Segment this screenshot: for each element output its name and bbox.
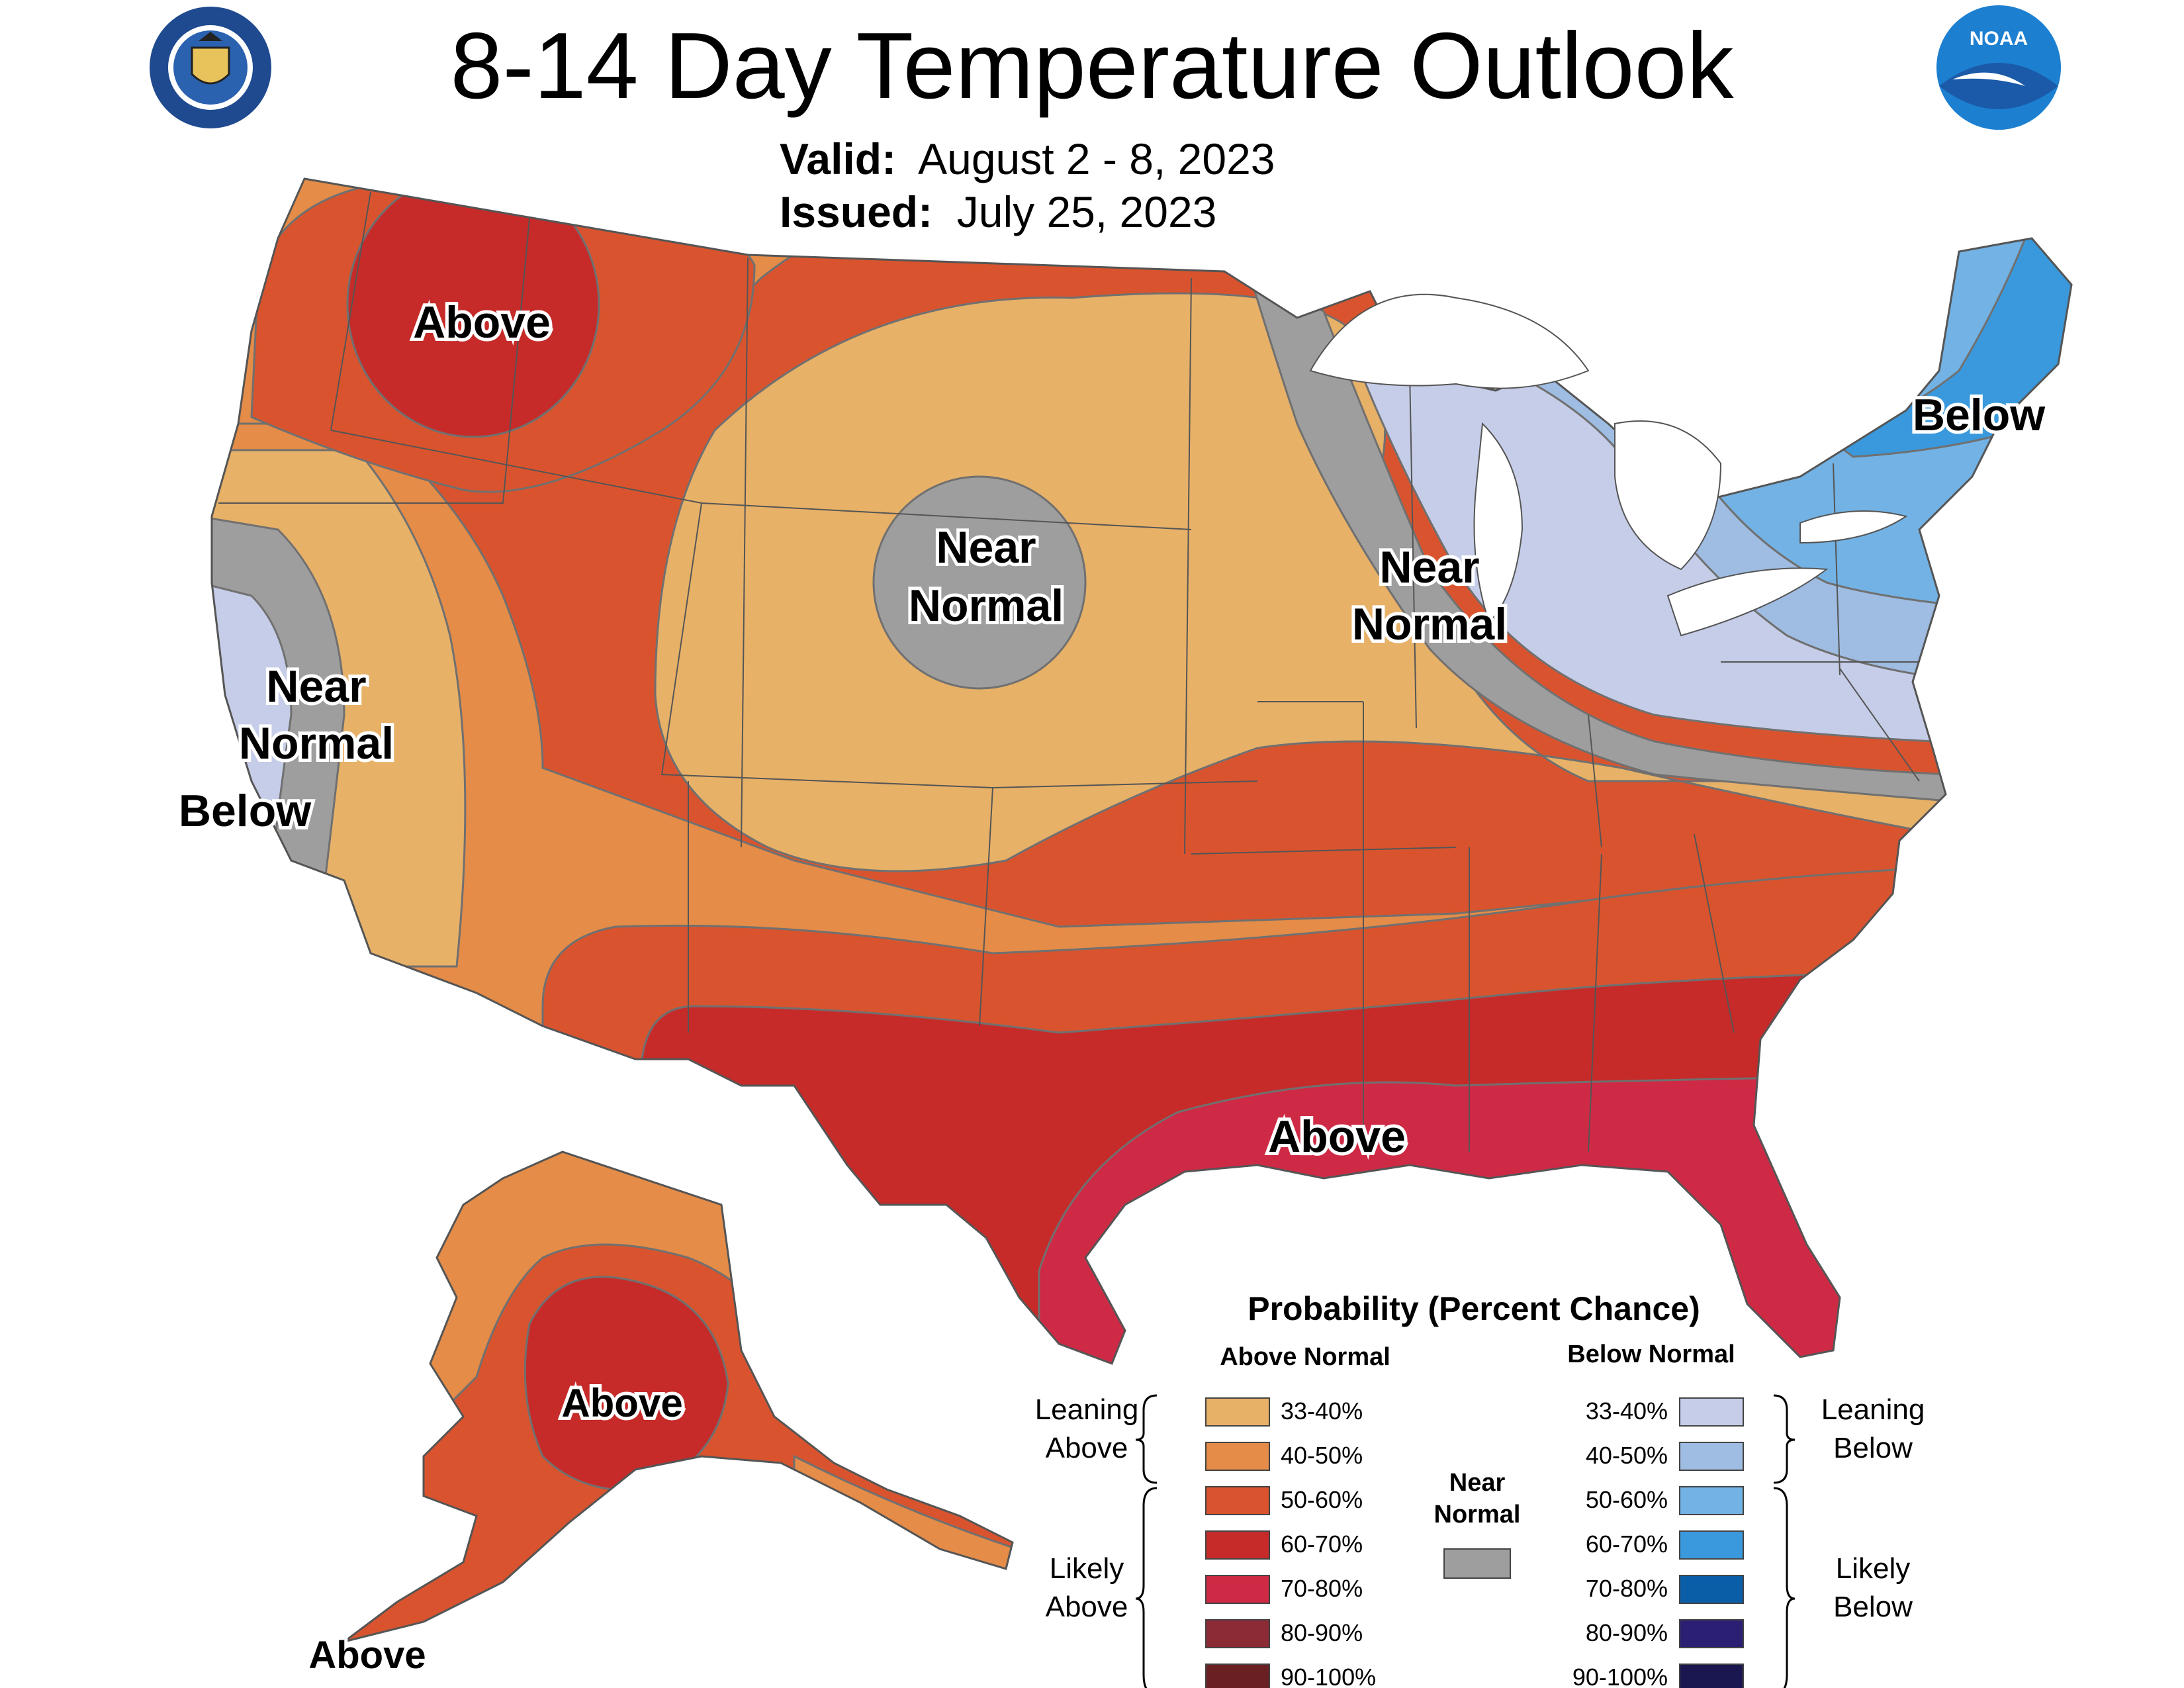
legend-above-header: Above Normal: [1220, 1343, 1390, 1371]
alaska-likely-above-60-70: [523, 1276, 729, 1491]
label-greatlakes-normal: Normal: [1352, 599, 1507, 649]
lake-erie: [1666, 567, 1829, 637]
legend-below-range-2: 40-50%: [1586, 1442, 1668, 1469]
issued-value: July 25, 2023: [956, 187, 1217, 236]
legend-leaning-below-line2: Below: [1833, 1432, 1913, 1464]
lake-michigan: [1473, 422, 1524, 624]
label-california-near: Near: [266, 661, 366, 712]
legend-above-swatch-6: [1205, 1619, 1270, 1648]
alaska-panhandle-leaning-above: [793, 1454, 1013, 1623]
issued-label: Issued:: [780, 187, 933, 236]
valid-label: Valid:: [780, 134, 897, 183]
legend-below-swatch-7: [1679, 1664, 1744, 1688]
legend-below-range-5: 70-80%: [1586, 1575, 1668, 1602]
legend-brace-likely-above: [1135, 1487, 1158, 1688]
legend-below-range-6: 80-90%: [1586, 1619, 1668, 1646]
legend-title: Probability (Percent Chance): [1248, 1290, 1700, 1327]
label-california-normal: Normal: [239, 718, 394, 769]
legend-above-swatch-2: [1205, 1442, 1270, 1471]
legend-below-swatch-5: [1679, 1575, 1744, 1604]
legend-likely-above-line1: Likely: [1050, 1552, 1124, 1585]
legend-above-range-7: 90-100%: [1281, 1664, 1376, 1688]
legend-below-range-3: 50-60%: [1586, 1486, 1668, 1513]
legend-leaning-above-line1: Leaning: [1035, 1393, 1139, 1426]
legend-likely-below-line2: Below: [1833, 1591, 1913, 1623]
legend-leaning-below-line1: Leaning: [1821, 1393, 1925, 1426]
legend-above-swatch-3: [1205, 1486, 1270, 1515]
noaa-logo-icon: NOAA: [1936, 5, 2061, 130]
legend-below-swatch-6: [1679, 1619, 1744, 1648]
legend-brace-leaning-above: [1135, 1394, 1158, 1484]
lake-superior: [1309, 293, 1590, 389]
legend-below-swatch-3: [1679, 1486, 1744, 1515]
label-alaska-southwest-above: Above: [308, 1634, 426, 1677]
legend-above-range-6: 80-90%: [1281, 1619, 1363, 1646]
legend-below-range-4: 60-70%: [1586, 1530, 1668, 1558]
legend-below-header: Below Normal: [1567, 1340, 1735, 1368]
legend-above-swatch-5: [1205, 1575, 1270, 1604]
legend-below-range-7: 90-100%: [1572, 1664, 1668, 1688]
legend-above-swatch-7: [1205, 1664, 1270, 1688]
legend-above-swatches: 33-40% 40-50% 50-60% 60-70% 70-80% 80-90% 90-1…: [1205, 1397, 1376, 1688]
legend-above-range-3: 50-60%: [1281, 1486, 1363, 1513]
label-northeast-below: Below: [1913, 390, 2046, 440]
lake-ontario: [1799, 510, 1908, 544]
label-california-below: Below: [179, 786, 312, 836]
label-northwest-above: Above: [413, 297, 551, 348]
label-central-normal: Normal: [909, 581, 1064, 631]
alaska-outline: [343, 1150, 1014, 1643]
conus-state-boundaries: [218, 191, 1985, 1152]
legend-near-line1: Near: [1449, 1469, 1506, 1497]
legend-below-range-1: 33-40%: [1586, 1397, 1668, 1425]
legend-above-range-1: 33-40%: [1281, 1397, 1363, 1425]
department-of-commerce-seal-icon: [150, 7, 271, 128]
label-alaska-above: Above: [561, 1381, 682, 1425]
legend-above-range-5: 70-80%: [1281, 1575, 1363, 1602]
legend-near-line2: Normal: [1434, 1501, 1521, 1528]
legend-leaning-above-line2: Above: [1046, 1432, 1128, 1464]
legend-brace-likely-below: [1773, 1487, 1796, 1688]
valid-dates: Valid: August 2 - 8, 2023: [780, 132, 1275, 185]
legend-above-range-4: 60-70%: [1281, 1530, 1363, 1558]
legend-above-swatch-4: [1205, 1530, 1270, 1560]
label-greatlakes-near: Near: [1379, 542, 1479, 592]
legend-near-normal-swatch: [1443, 1548, 1511, 1579]
legend-below-swatch-1: [1679, 1397, 1744, 1427]
legend-likely-below-line1: Likely: [1836, 1552, 1911, 1585]
central-near-normal: [872, 475, 1087, 690]
legend-brace-leaning-below: [1773, 1394, 1796, 1484]
lake-huron: [1614, 420, 1722, 571]
probability-legend: Probability (Percent Chance) Above Norma…: [1035, 1290, 1925, 1688]
label-central-near: Near: [936, 522, 1036, 573]
map-title: 8-14 Day Temperature Outlook: [450, 13, 1734, 118]
northwest-likely-above-60-70: [346, 179, 600, 438]
issued-date: Issued: July 25, 2023: [780, 185, 1216, 238]
label-gulf-above: Above: [1268, 1111, 1406, 1162]
conus-outline: [210, 177, 2073, 1365]
noaa-logo-text: NOAA: [1970, 28, 2028, 50]
legend-likely-above-line2: Above: [1046, 1591, 1128, 1623]
legend-below-swatches: 33-40% 40-50% 50-60% 60-70% 70-80% 80-90% 90-1…: [1572, 1397, 1744, 1688]
legend-below-swatch-2: [1679, 1442, 1744, 1471]
legend-above-swatch-1: [1205, 1397, 1270, 1427]
valid-value: August 2 - 8, 2023: [918, 134, 1275, 183]
great-lakes: [1309, 293, 1908, 637]
legend-above-range-2: 40-50%: [1281, 1442, 1363, 1469]
legend-below-swatch-4: [1679, 1530, 1744, 1560]
